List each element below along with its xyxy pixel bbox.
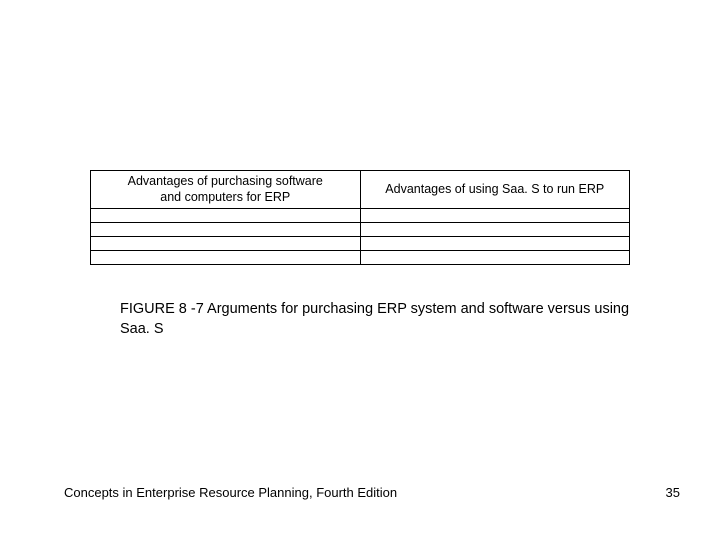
table-cell — [91, 209, 361, 223]
table-cell — [360, 237, 630, 251]
table-cell — [360, 223, 630, 237]
comparison-table: Advantages of purchasing softwareand com… — [90, 170, 630, 265]
table-cell — [360, 251, 630, 265]
table-cell — [91, 223, 361, 237]
column-header-saas-text: Advantages of using Saa. S to run ERP — [385, 182, 604, 196]
table-row — [91, 251, 630, 265]
table-cell — [360, 209, 630, 223]
column-header-purchase: Advantages of purchasing softwareand com… — [91, 171, 361, 209]
table-cell — [91, 237, 361, 251]
table-cell — [91, 251, 361, 265]
footer-book-title: Concepts in Enterprise Resource Planning… — [64, 485, 397, 500]
table-row — [91, 237, 630, 251]
footer-page-number: 35 — [666, 485, 680, 500]
table-row — [91, 223, 630, 237]
slide: Advantages of purchasing softwareand com… — [0, 0, 720, 540]
table-header-row: Advantages of purchasing softwareand com… — [91, 171, 630, 209]
column-header-purchase-line1: Advantages of purchasing softwareand com… — [128, 174, 323, 204]
column-header-saas: Advantages of using Saa. S to run ERP — [360, 171, 630, 209]
table-row — [91, 209, 630, 223]
figure-caption: FIGURE 8 -7 Arguments for purchasing ERP… — [120, 300, 640, 339]
